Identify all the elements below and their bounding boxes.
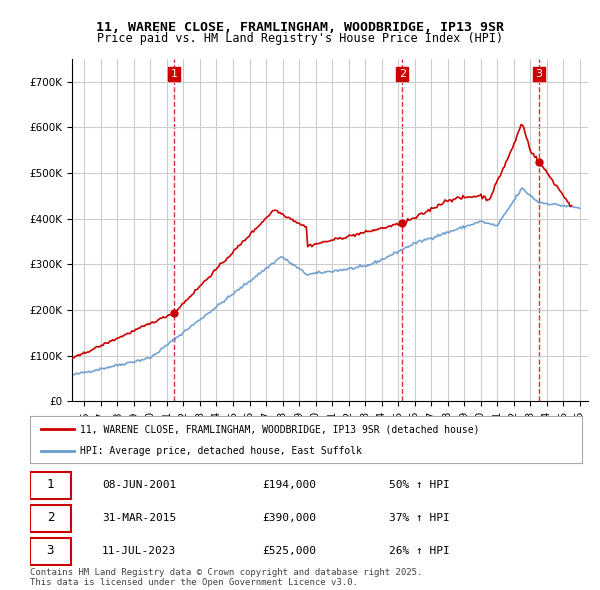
Text: 1: 1 (171, 69, 178, 79)
Text: 2: 2 (398, 69, 406, 79)
Text: 1: 1 (47, 478, 54, 491)
Text: £194,000: £194,000 (262, 480, 316, 490)
Text: Contains HM Land Registry data © Crown copyright and database right 2025.
This d: Contains HM Land Registry data © Crown c… (30, 568, 422, 587)
Text: £390,000: £390,000 (262, 513, 316, 523)
Text: £525,000: £525,000 (262, 546, 316, 556)
Text: Price paid vs. HM Land Registry's House Price Index (HPI): Price paid vs. HM Land Registry's House … (97, 32, 503, 45)
Text: 11, WARENE CLOSE, FRAMLINGHAM, WOODBRIDGE, IP13 9SR: 11, WARENE CLOSE, FRAMLINGHAM, WOODBRIDG… (96, 21, 504, 34)
Text: 3: 3 (47, 544, 54, 558)
Text: 11-JUL-2023: 11-JUL-2023 (102, 546, 176, 556)
Text: 37% ↑ HPI: 37% ↑ HPI (389, 513, 449, 523)
Text: 31-MAR-2015: 31-MAR-2015 (102, 513, 176, 523)
Text: 3: 3 (535, 69, 542, 79)
FancyBboxPatch shape (30, 538, 71, 565)
Text: 26% ↑ HPI: 26% ↑ HPI (389, 546, 449, 556)
Text: 50% ↑ HPI: 50% ↑ HPI (389, 480, 449, 490)
Text: 08-JUN-2001: 08-JUN-2001 (102, 480, 176, 490)
FancyBboxPatch shape (30, 505, 71, 532)
Text: 2: 2 (47, 511, 54, 525)
Text: 11, WARENE CLOSE, FRAMLINGHAM, WOODBRIDGE, IP13 9SR (detached house): 11, WARENE CLOSE, FRAMLINGHAM, WOODBRIDG… (80, 424, 479, 434)
Text: HPI: Average price, detached house, East Suffolk: HPI: Average price, detached house, East… (80, 447, 362, 456)
FancyBboxPatch shape (30, 472, 71, 499)
